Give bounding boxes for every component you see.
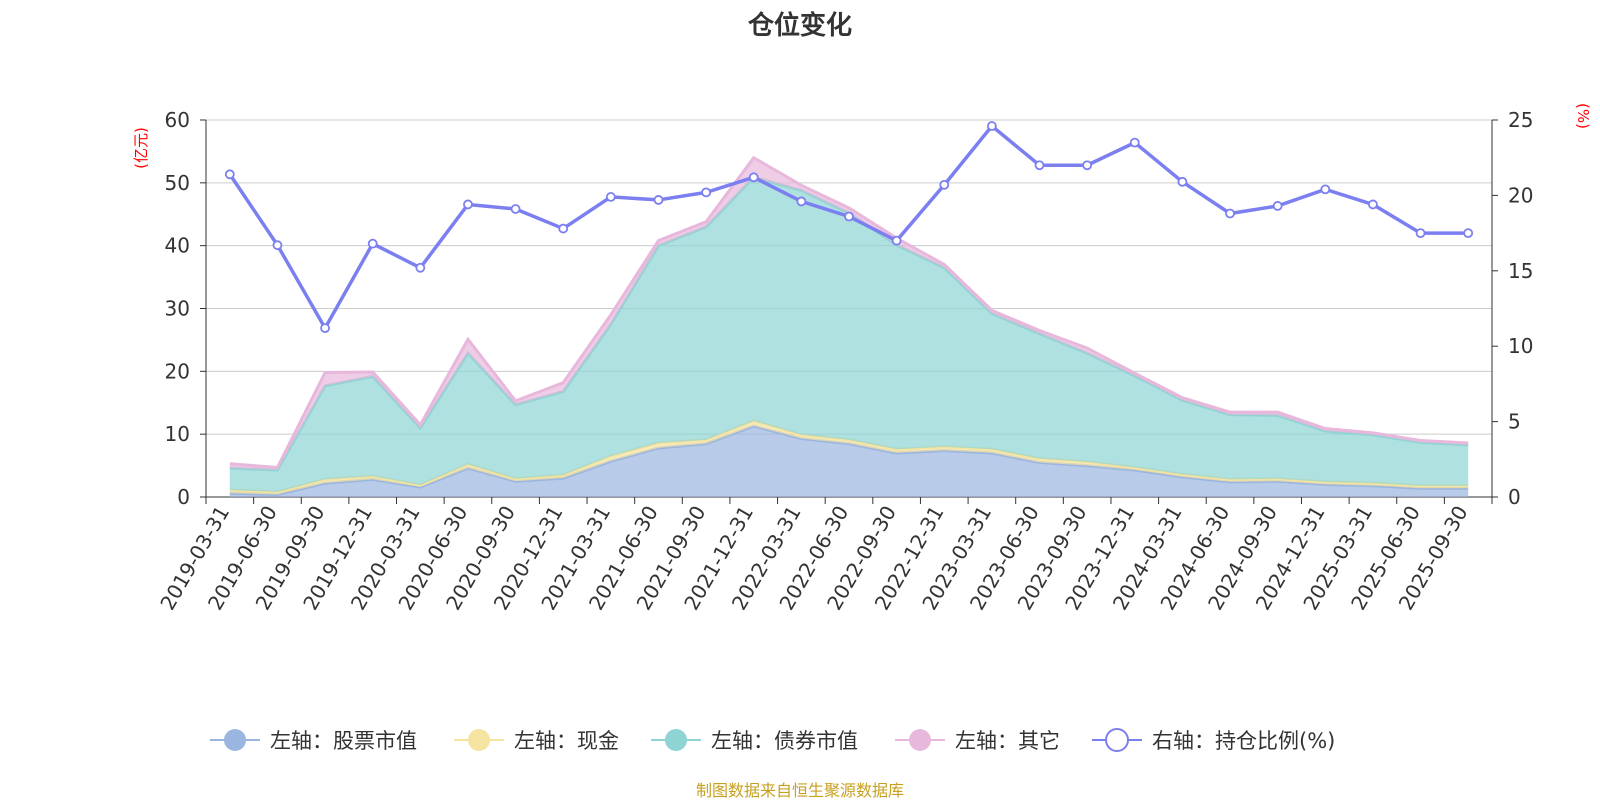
ratio-point[interactable] <box>1082 160 1093 171</box>
legend-label: 右轴：持仓比例(%) <box>1152 729 1335 753</box>
legend-label: 左轴：其它 <box>955 729 1060 753</box>
ratio-point[interactable] <box>939 179 950 190</box>
left-tick-label: 50 <box>165 171 190 195</box>
area-edge-series-3 <box>229 155 1469 470</box>
ratio-point[interactable] <box>844 211 854 222</box>
ratio-point[interactable] <box>986 121 997 131</box>
ratio-point[interactable] <box>1225 208 1235 219</box>
ratio-point[interactable] <box>224 169 235 180</box>
ratio-point[interactable] <box>891 235 902 246</box>
ratio-point[interactable] <box>796 196 807 207</box>
ratio-point[interactable] <box>463 199 473 210</box>
chart-title: 仓位变化 <box>747 10 852 41</box>
legend-label: 左轴：现金 <box>514 729 619 753</box>
legend-item-4[interactable]: 右轴：持仓比例(%) <box>1092 728 1335 753</box>
legend-marker <box>224 729 246 751</box>
legend-marker <box>909 729 931 751</box>
ratio-point[interactable] <box>367 238 378 249</box>
legend-marker <box>468 729 490 751</box>
ratio-point[interactable] <box>653 195 664 205</box>
legend-label: 左轴：债券市值 <box>711 729 858 753</box>
left-tick-label: 20 <box>165 359 190 383</box>
stacked-areas <box>229 155 1469 497</box>
legend: 左轴：股票市值 左轴：现金 左轴：债券市值 左轴：其它 右轴：持仓比例(%) <box>210 728 1335 753</box>
ratio-point[interactable] <box>272 240 283 251</box>
right-tick-label: 5 <box>1508 410 1521 434</box>
left-axis-unit: (亿元) <box>132 127 150 169</box>
ratio-point[interactable] <box>605 192 616 202</box>
right-tick-label: 25 <box>1508 108 1533 132</box>
ratio-line <box>224 121 1474 334</box>
ratio-point[interactable] <box>510 204 521 214</box>
left-tick-label: 30 <box>165 297 190 321</box>
ratio-point[interactable] <box>415 262 426 273</box>
left-tick-label: 60 <box>165 108 190 132</box>
legend-item-3[interactable]: 左轴：其它 <box>895 729 1060 753</box>
right-tick-label: 20 <box>1508 183 1533 207</box>
ratio-point[interactable] <box>1129 137 1140 148</box>
area-series-0 <box>229 425 1469 497</box>
right-tick-label: 10 <box>1508 334 1533 358</box>
legend-item-2[interactable]: 左轴：债券市值 <box>651 729 858 753</box>
ratio-point[interactable] <box>1272 201 1283 211</box>
legend-item-0[interactable]: 左轴：股票市值 <box>210 729 417 753</box>
ratio-point[interactable] <box>701 187 712 198</box>
ratio-point[interactable] <box>748 172 759 183</box>
ratio-point[interactable] <box>1463 228 1474 239</box>
legend-item-1[interactable]: 左轴：现金 <box>454 729 619 753</box>
left-tick-label: 40 <box>165 234 190 258</box>
source-note: 制图数据来自恒生聚源数据库 <box>696 781 904 800</box>
left-tick-label: 10 <box>165 422 190 446</box>
ratio-point[interactable] <box>1368 199 1378 210</box>
right-axis-unit: (%) <box>1574 103 1592 129</box>
ratio-point[interactable] <box>1177 176 1188 187</box>
area-edge-series-0 <box>229 424 1469 496</box>
legend-marker <box>1105 728 1129 752</box>
ratio-point[interactable] <box>558 223 569 234</box>
ratio-point[interactable] <box>1034 160 1045 171</box>
area-series-2 <box>229 177 1469 492</box>
right-tick-label: 0 <box>1508 485 1521 509</box>
left-tick-label: 0 <box>177 485 190 509</box>
right-tick-label: 15 <box>1508 259 1533 283</box>
legend-label: 左轴：股票市值 <box>270 729 417 753</box>
ratio-point[interactable] <box>1320 184 1331 195</box>
ratio-point[interactable] <box>1415 228 1426 239</box>
legend-marker <box>665 729 687 751</box>
ratio-point[interactable] <box>320 323 330 334</box>
